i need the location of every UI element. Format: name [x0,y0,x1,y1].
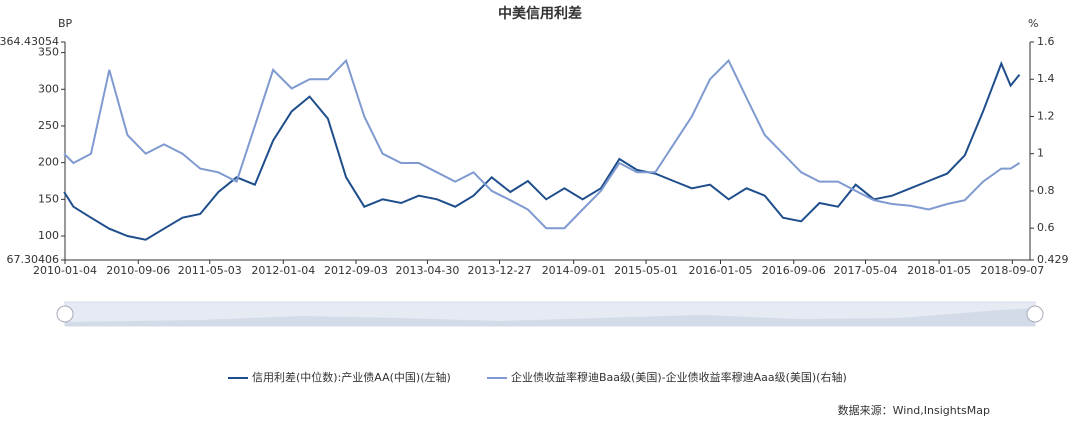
y2-tick-label: 0.6 [1037,221,1055,234]
x-tick-label: 2010-01-04 [33,264,97,277]
y-tick-label: 200 [38,156,59,169]
x-tick-label: 2017-05-04 [834,264,898,277]
y-tick-label: 100 [38,229,59,242]
y-tick-label: 67.30406 [7,253,60,266]
y-unit: BP [58,17,73,30]
y-tick-label: 364.43054 [0,35,59,48]
slider-preview [65,308,1035,326]
series-line [63,60,1021,241]
zoom-slider[interactable] [56,301,1044,327]
y2-tick-label: 1.4 [1037,72,1055,85]
y2-tick-label: 1.2 [1037,109,1055,122]
y-tick-label: 250 [38,119,59,132]
x-tick-label: 2013-12-27 [468,264,532,277]
y2-tick-label: 0.8 [1037,184,1055,197]
y2-unit: % [1028,17,1038,30]
x-tick-label: 2018-09-07 [980,264,1044,277]
y2-tick-label: 1.6 [1037,35,1055,48]
legend-label: 信用利差(中位数):产业债AA(中国)(左轴) [252,370,451,384]
x-tick-label: 2012-01-04 [251,264,315,277]
y-tick-label: 300 [38,82,59,95]
x-tick-label: 2016-01-05 [689,264,753,277]
y-tick-label: 350 [38,46,59,59]
slider-handle[interactable] [56,305,74,323]
x-tick-label: 2012-09-03 [324,264,388,277]
slider-handle[interactable] [1026,305,1044,323]
y2-tick-label: 1 [1037,147,1044,160]
x-tick-label: 2014-09-01 [542,264,606,277]
x-tick-label: 2011-05-03 [178,264,242,277]
series-line [63,58,1021,230]
y-tick-label: 150 [38,192,59,205]
x-tick-label: 2016-09-06 [762,264,826,277]
y2-tick-label: 0.429 [1037,253,1069,266]
source-note: 数据来源：Wind,InsightsMap [838,403,990,417]
x-tick-label: 2018-01-05 [907,264,971,277]
legend-label: 企业债收益率穆迪Baa级(美国)-企业债收益率穆迪Aaa级(美国)(右轴) [511,370,847,384]
x-tick-label: 2015-05-01 [614,264,678,277]
chart-title: 中美信用利差 [498,5,582,22]
x-tick-label: 2013-04-30 [395,264,459,277]
x-tick-label: 2010-09-06 [106,264,170,277]
